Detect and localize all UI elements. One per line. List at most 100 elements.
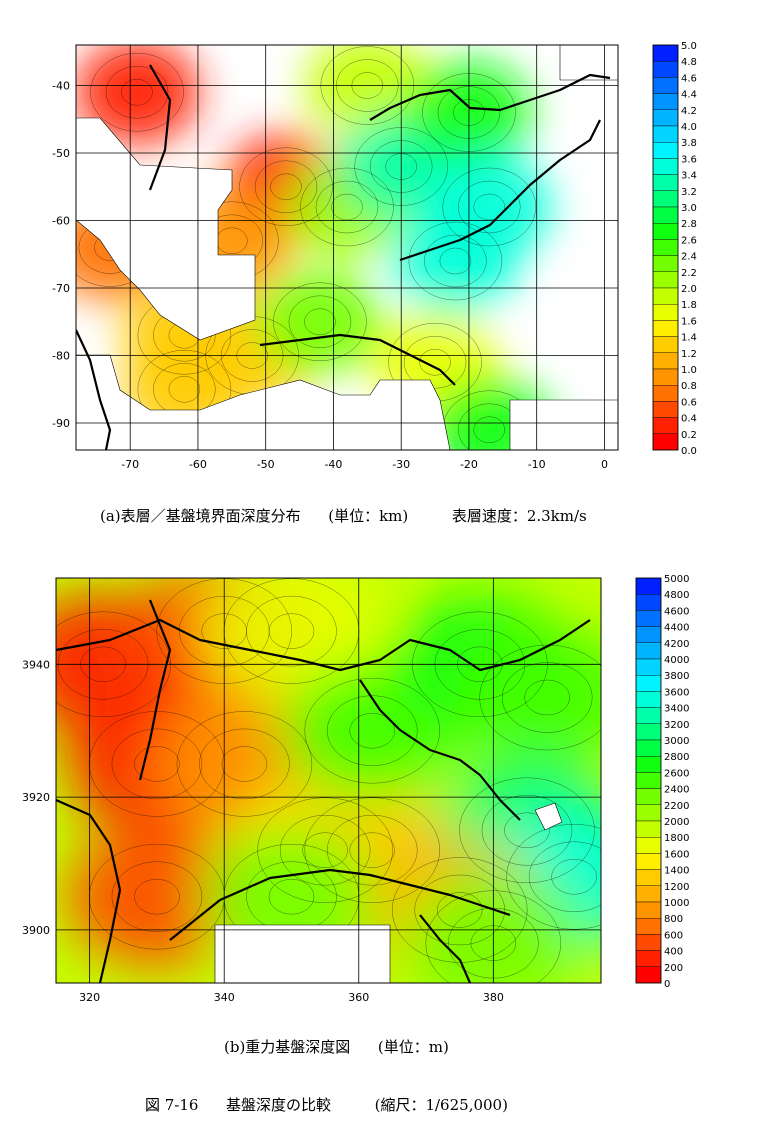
coastline-a-4 (76, 329, 112, 450)
depth-region-a-9 (257, 269, 382, 374)
colorbar-swatch-b-24 (635, 966, 662, 984)
colorbar-swatch-a-17 (652, 320, 679, 337)
colorbar-label-b-18: 1400 (664, 866, 689, 877)
colorbar-label-b-10: 3000 (664, 736, 689, 747)
no-data-area-b-0 (214, 924, 391, 983)
contour-line-a-12-3 (442, 167, 537, 247)
colorbar-label-a-10: 3.0 (681, 203, 697, 214)
y-tick-label-a-5: -90 (52, 417, 70, 430)
x-tick-label-a-5: -20 (460, 458, 478, 471)
colorbar-frame-b (635, 577, 662, 984)
colorbar-swatch-b-19 (635, 885, 662, 903)
caption-a-unit: (単位：km) (328, 507, 409, 525)
colorbar-label-a-17: 1.6 (681, 316, 697, 327)
x-tick-label-b-0: 320 (79, 991, 100, 1004)
colorbar-label-b-13: 2400 (664, 785, 689, 796)
colorbar-swatch-b-17 (635, 853, 662, 870)
coastline-a-1 (399, 119, 601, 262)
contour-line-a-15-1 (473, 416, 506, 443)
x-tick-label-a-2: -50 (257, 458, 275, 471)
contour-line-b-11-2 (501, 662, 593, 733)
figure-caption: 図 7-16 基盤深度の比較 (縮尺：1/625,000) (145, 1094, 508, 1115)
contour-line-b-9-1 (349, 712, 395, 749)
colorbar-label-a-14: 2.2 (681, 268, 697, 279)
colorbar-label-b-16: 1800 (664, 833, 689, 844)
colorbar-label-b-2: 4600 (664, 606, 689, 617)
colorbar-swatch-b-5 (635, 658, 662, 676)
colorbar-swatch-b-2 (635, 610, 662, 627)
plot-frame-b (55, 577, 602, 984)
y-tick-label-a-4: -80 (52, 350, 70, 363)
contour-line-b-7-3 (304, 797, 440, 903)
x-tick-label-a-0: -70 (121, 458, 139, 471)
y-tick-label-a-0: -40 (52, 80, 70, 93)
colorbar-label-b-14: 2200 (664, 801, 689, 812)
contour-line-b-9-2 (326, 695, 418, 766)
x-tick-label-a-1: -60 (189, 458, 207, 471)
contour-line-b-12-3 (459, 777, 595, 884)
contour-line-a-9-2 (288, 295, 352, 348)
colorbar-label-b-20: 1000 (664, 898, 689, 909)
colorbar-label-b-8: 3400 (664, 704, 689, 715)
contour-line-a-0-3 (90, 53, 184, 132)
colorbar-label-a-19: 1.2 (681, 349, 697, 360)
colorbar-swatch-b-12 (635, 772, 662, 789)
contour-line-b-0-2 (111, 728, 203, 800)
coastline-a-0 (369, 73, 611, 121)
colorbar-label-b-4: 4200 (664, 639, 689, 650)
x-tick-label-b-2: 360 (348, 991, 369, 1004)
coastline-b-0 (56, 618, 591, 672)
contour-line-a-8-1 (331, 193, 363, 221)
colorbar-swatch-a-11 (652, 222, 679, 240)
contour-line-a-8-3 (300, 167, 394, 247)
caption-a-speed: 表層速度：2.3km/s (451, 507, 587, 525)
contour-line-a-14-2 (403, 336, 467, 389)
contour-line-a-6-1 (168, 376, 201, 403)
coastline-b-1 (359, 679, 521, 821)
colorbar-label-a-11: 2.8 (681, 219, 697, 230)
contour-line-a-1-3 (239, 147, 333, 226)
colorbar-label-a-7: 3.6 (681, 154, 697, 165)
contour-line-a-1-1 (270, 173, 302, 200)
caption-a: (a)表層／基盤境界面深度分布 (単位：km) 表層速度：2.3km/s (100, 505, 587, 526)
depth-region-a-13 (393, 209, 518, 313)
figure-scale: (縮尺：1/625,000) (374, 1096, 508, 1114)
colorbar-swatch-a-12 (652, 239, 679, 256)
colorbar-label-a-12: 2.6 (681, 235, 697, 246)
colorbar-label-b-1: 4800 (664, 590, 689, 601)
x-tick-label-b-1: 340 (214, 991, 235, 1004)
colorbar-swatch-a-24 (652, 433, 679, 451)
colorbar-swatch-a-19 (652, 352, 679, 370)
colorbar-frame-a (652, 44, 679, 451)
coastline-a-3 (148, 64, 172, 191)
colorbar-label-a-2: 4.6 (681, 73, 697, 84)
contour-field-a (76, 45, 618, 450)
colorbar-swatch-b-8 (635, 707, 662, 725)
contour-field-b (56, 578, 601, 983)
colorbar-label-b-9: 3200 (664, 720, 689, 731)
colorbar-swatch-a-13 (652, 255, 679, 273)
x-tick-label-a-6: -10 (528, 458, 546, 471)
y-tick-label-b-0: 3940 (22, 658, 50, 671)
colorbar-label-a-18: 1.4 (681, 333, 697, 344)
depth-region-b-11 (457, 627, 601, 768)
colorbar-swatch-b-1 (635, 594, 662, 611)
colorbar-swatch-b-23 (635, 950, 662, 968)
colorbar-label-b-24: 200 (664, 963, 683, 974)
coastline-a-2 (259, 333, 456, 386)
colorbar-swatch-b-3 (635, 626, 662, 643)
contour-line-a-13-3 (408, 221, 503, 301)
contour-line-b-14-1 (436, 892, 483, 928)
colorbar-label-a-5: 4.0 (681, 122, 697, 133)
colorbar-label-b-12: 2600 (664, 768, 689, 779)
colorbar-swatch-b-16 (635, 837, 662, 854)
no-data-area-a-0 (76, 117, 256, 341)
caption-b-main: (b)重力基盤深度図 (224, 1038, 351, 1056)
caption-b: (b)重力基盤深度図 (単位：m) (224, 1036, 449, 1057)
colorbar-swatch-a-16 (652, 304, 679, 321)
contour-line-a-1-2 (254, 160, 318, 213)
colorbar-swatch-a-2 (652, 77, 679, 94)
colorbar-swatch-b-15 (635, 820, 662, 838)
contour-line-a-13-2 (424, 234, 487, 288)
contour-line-a-9-3 (273, 282, 367, 361)
